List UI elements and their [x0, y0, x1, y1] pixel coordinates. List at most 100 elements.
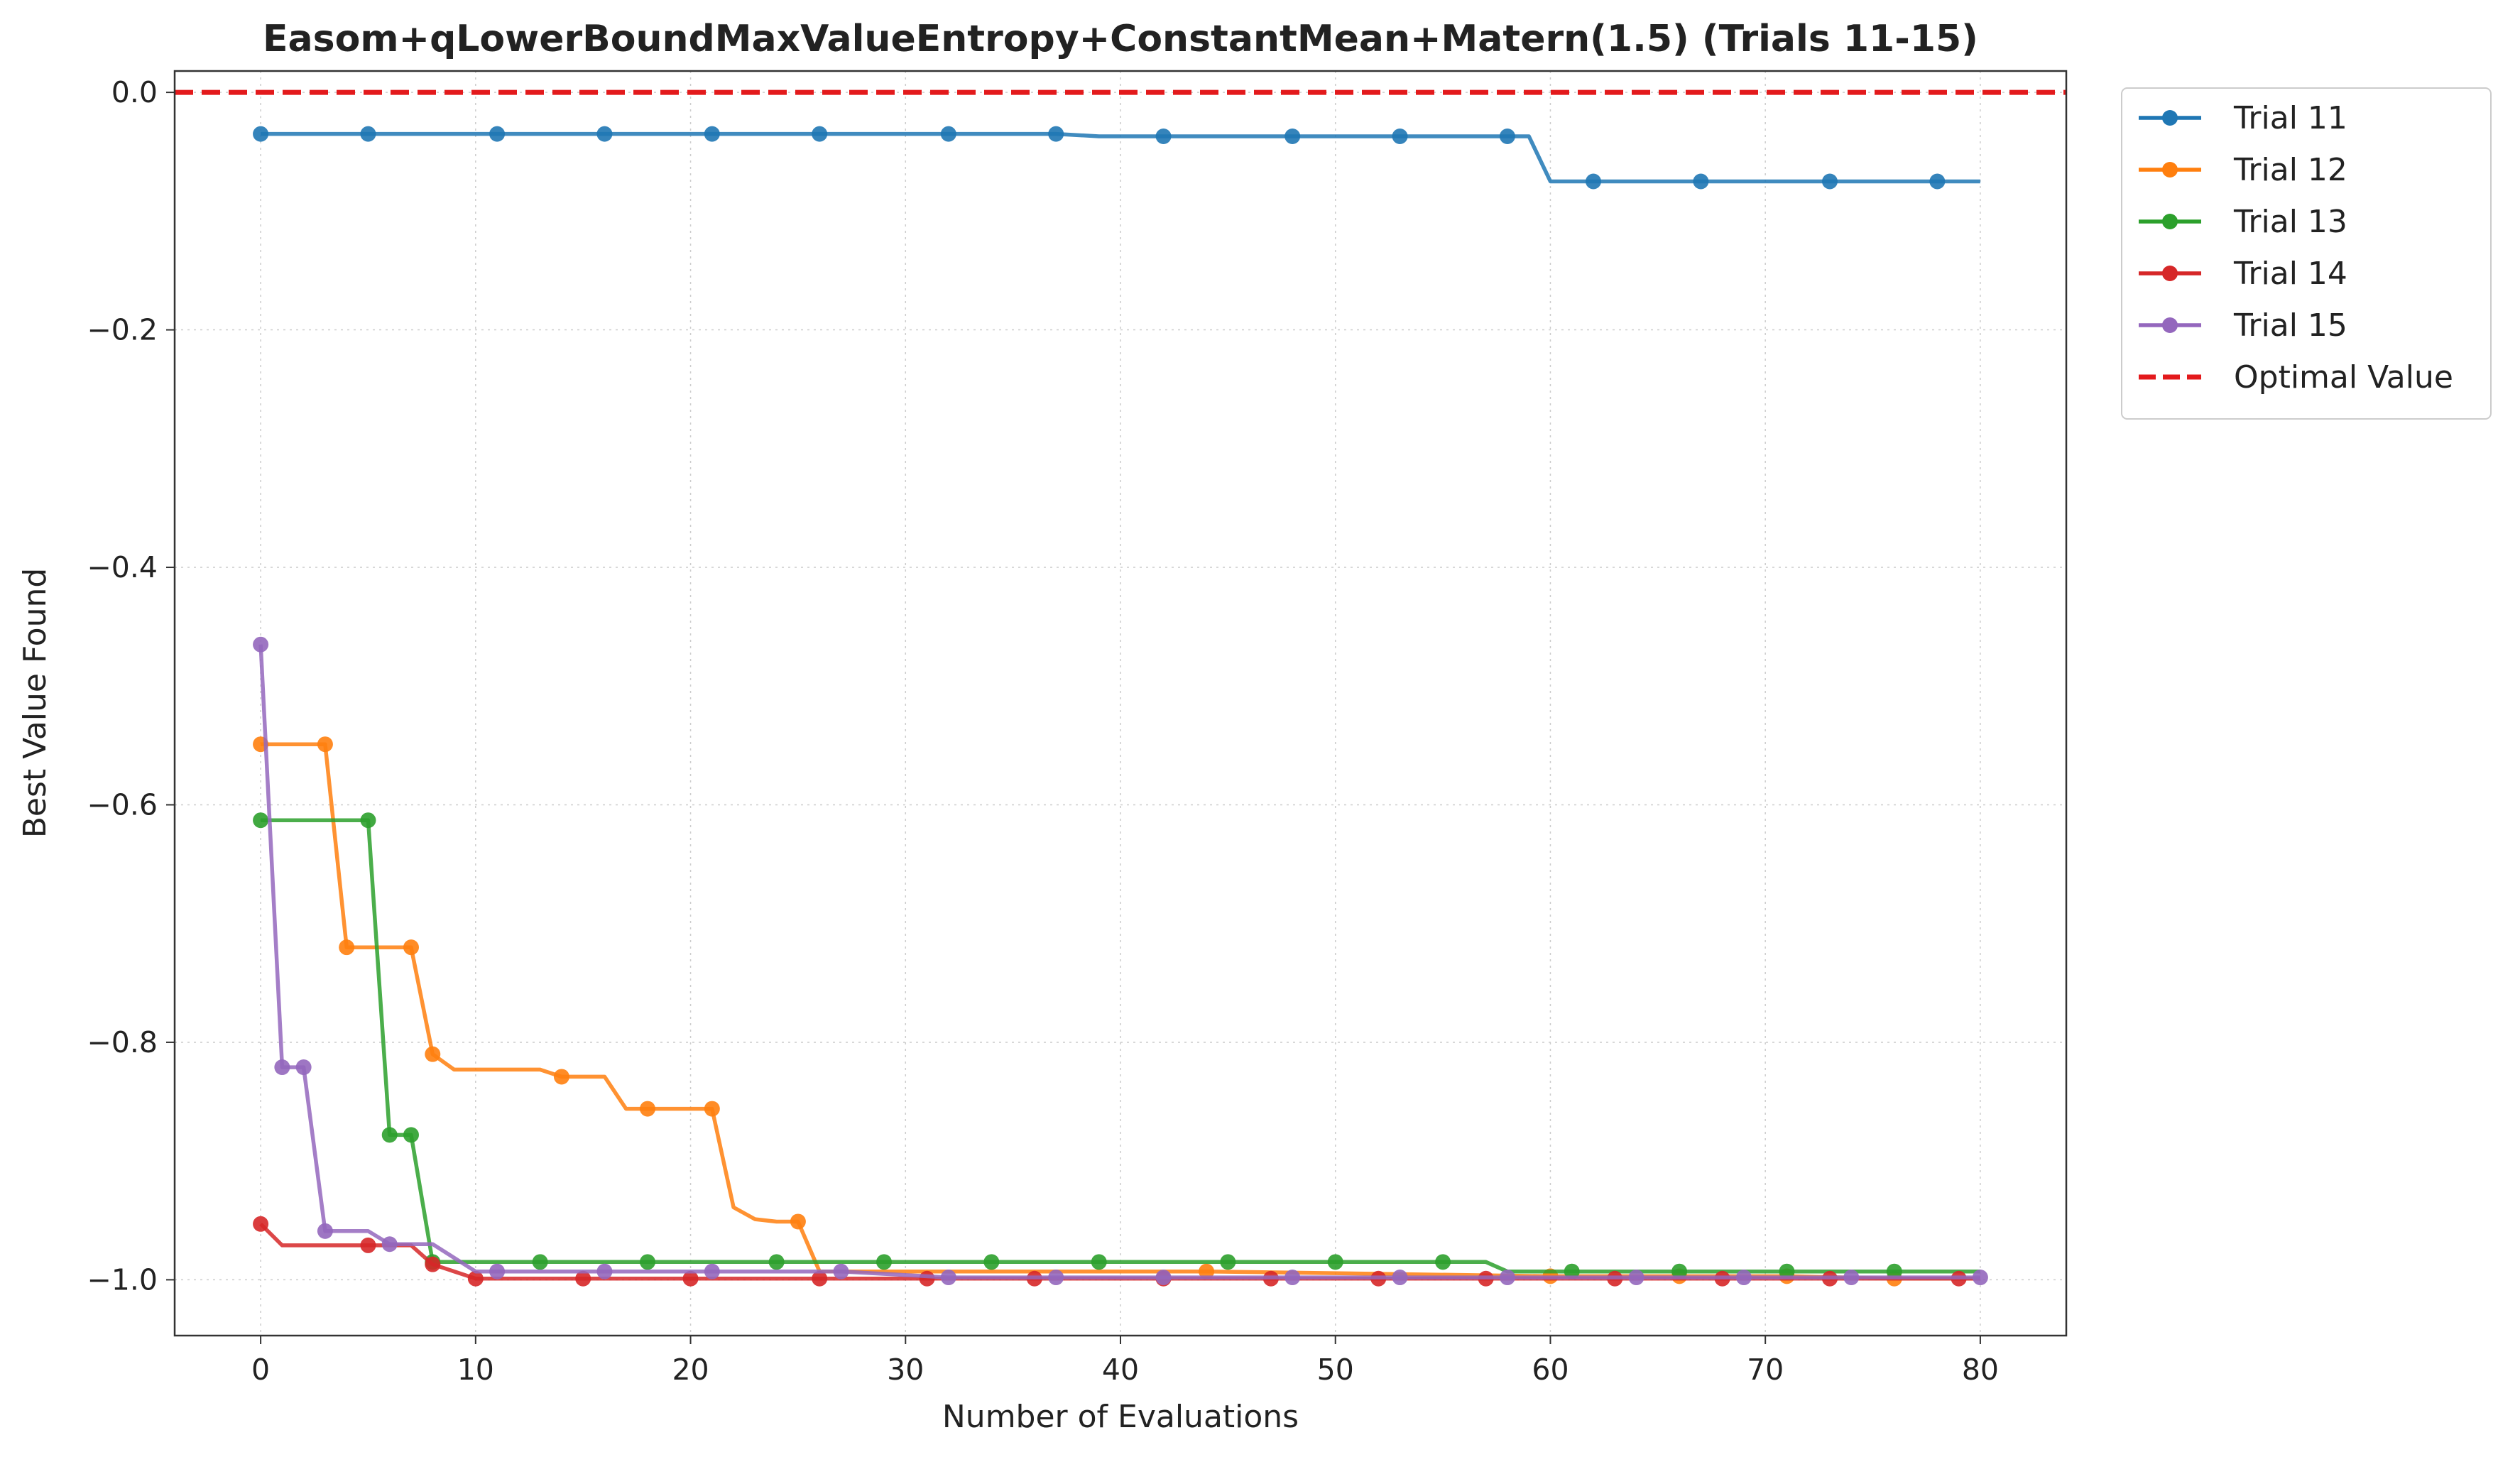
legend-label-trial-13: Trial 13	[2233, 204, 2347, 240]
trial-14-point	[253, 1216, 269, 1232]
trial-15-point	[1155, 1270, 1172, 1286]
trial-11-line	[261, 131, 1980, 184]
legend-marker-trial-14	[2162, 266, 2178, 281]
x-tick-label: 70	[1747, 1353, 1784, 1387]
legend-box	[2121, 87, 2492, 420]
trial-11-point	[1822, 173, 1838, 190]
trial-12-point	[640, 1101, 655, 1117]
trial-15-point	[489, 1263, 506, 1279]
x-tick-label: 80	[1962, 1353, 1999, 1387]
plot-series	[175, 89, 2066, 1287]
trial-11-point	[812, 126, 828, 142]
trial-14-point	[682, 1270, 699, 1287]
y-axis-label: Best Value Found	[17, 568, 53, 839]
trial-14-point	[425, 1256, 441, 1272]
trial-13-point	[1091, 1254, 1107, 1270]
trial-11-point	[596, 126, 613, 142]
trial-13-point	[381, 1127, 398, 1143]
trial-11-point	[704, 126, 720, 142]
trial-11-point	[1048, 126, 1064, 142]
trial-15-point	[833, 1263, 849, 1279]
x-tick-label: 50	[1317, 1353, 1354, 1387]
legend-label-optimal-value: Optimal Value	[2234, 359, 2453, 395]
trial-13-point	[403, 1127, 419, 1143]
legend-marker-trial-11	[2162, 110, 2178, 126]
trial-15-point	[1628, 1270, 1644, 1286]
trial-15-line	[258, 644, 1980, 1279]
trial-13-point	[360, 812, 376, 829]
grid	[175, 71, 2066, 1336]
trial-15-point	[940, 1270, 956, 1286]
legend-label-trial-12: Trial 12	[2233, 152, 2347, 188]
trial-12-point	[339, 939, 355, 956]
trial-11-point	[253, 126, 269, 142]
axis-ticks: 0 10 20 30 40 50 60 70 80 0.0 −0.2 −0.4 −0.6 −0.8 −1.0	[87, 75, 1999, 1387]
trial-15-point	[381, 1236, 398, 1253]
trial-12-point	[704, 1101, 720, 1117]
trial-11-point	[1392, 128, 1408, 144]
trial-15-point	[596, 1263, 613, 1279]
trial-11-point	[1693, 173, 1709, 190]
y-tick-label: −0.8	[87, 1025, 158, 1059]
trial-13-point	[1435, 1254, 1451, 1270]
x-tick-label: 0	[251, 1353, 270, 1387]
trial-12-point	[1199, 1263, 1215, 1279]
trial-15-point	[1284, 1270, 1301, 1286]
trial-12-point	[317, 736, 333, 753]
x-tick-label: 20	[672, 1353, 709, 1387]
trial-14-point	[575, 1270, 591, 1287]
trial-15-point	[317, 1223, 333, 1239]
trial-14-point	[467, 1270, 484, 1287]
chart-title: Easom+qLowerBoundMaxValueEntropy+Constan…	[263, 18, 1978, 60]
legend-label-trial-14: Trial 14	[2233, 256, 2347, 292]
y-tick-label: −0.4	[87, 550, 158, 584]
legend-marker-trial-15	[2162, 317, 2178, 333]
trial-12-point	[553, 1069, 569, 1085]
trial-12-point	[403, 939, 419, 956]
trial-15-point	[1735, 1270, 1752, 1286]
trial-11-point	[1499, 128, 1515, 144]
trial-13-point	[768, 1254, 785, 1270]
trial-15-point	[1843, 1270, 1860, 1286]
trial-15-point	[1972, 1270, 1988, 1286]
x-axis-label: Number of Evaluations	[942, 1399, 1299, 1435]
trial-11-point	[940, 126, 956, 142]
trial-12-point	[790, 1213, 806, 1230]
trial-11-point	[360, 126, 376, 142]
trial-11-point	[489, 126, 506, 142]
y-tick-label: −1.0	[87, 1262, 158, 1297]
y-tick-label: −0.6	[87, 787, 158, 822]
trial-13-point	[1327, 1254, 1343, 1270]
trial-11-point	[1155, 128, 1172, 144]
trial-13-point	[1564, 1263, 1580, 1279]
legend: Trial 11 Trial 12 Trial 13 Trial 14 Trial 15…	[2121, 87, 2492, 420]
trial-14-point	[360, 1237, 376, 1253]
legend-marker-trial-13	[2162, 214, 2178, 229]
x-tick-label: 10	[457, 1353, 494, 1387]
y-tick-label: −0.2	[87, 313, 158, 347]
trial-11-point	[1586, 173, 1601, 190]
trial-13-point	[1886, 1263, 1902, 1279]
trial-15-point	[1048, 1270, 1064, 1286]
trial-11-point	[1929, 173, 1946, 190]
trial-13-point	[640, 1254, 655, 1270]
trial-14-point	[812, 1270, 828, 1287]
trial-15-point	[295, 1059, 312, 1076]
trial-15-point	[1392, 1270, 1408, 1286]
x-tick-label: 40	[1102, 1353, 1139, 1387]
trial-15-point	[704, 1263, 720, 1279]
x-tick-label: 60	[1532, 1353, 1569, 1387]
trial-11-point	[1284, 128, 1301, 144]
trial-13-point	[1220, 1254, 1236, 1270]
trial-15-point	[274, 1059, 290, 1076]
y-tick-label: 0.0	[111, 75, 158, 109]
trial-13-point	[532, 1254, 548, 1270]
trial-13-point	[1779, 1263, 1795, 1279]
trial-13-point	[983, 1254, 1000, 1270]
legend-marker-trial-12	[2162, 162, 2178, 178]
legend-label-trial-11: Trial 11	[2233, 100, 2347, 136]
trial-15-point	[1499, 1270, 1515, 1286]
x-tick-label: 30	[887, 1353, 924, 1387]
trial-13-point	[876, 1254, 892, 1270]
